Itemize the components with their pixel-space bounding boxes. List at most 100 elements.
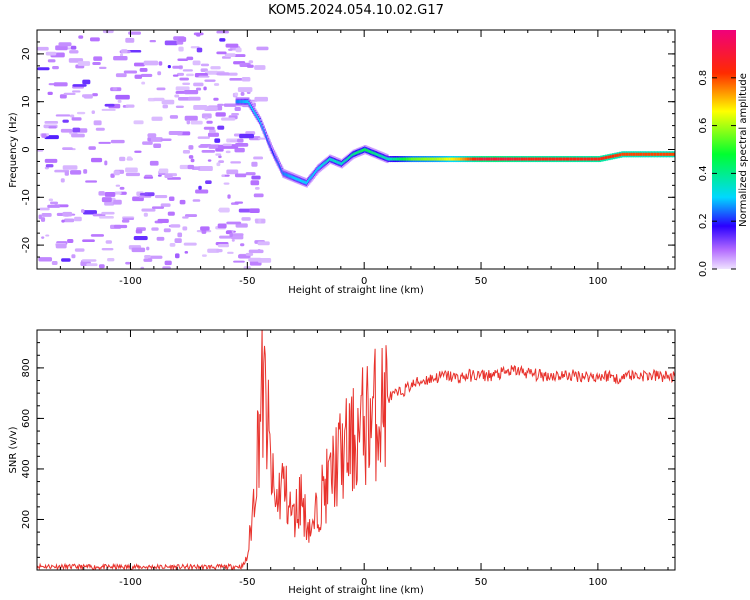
spectrogram-ridge-core bbox=[541, 157, 546, 161]
snr-xtick-label: 100 bbox=[588, 577, 607, 588]
spectrogram-noise-cell bbox=[45, 234, 50, 237]
spectrogram-ridge-core bbox=[623, 152, 627, 156]
spectrogram-noise-cell bbox=[253, 193, 264, 198]
spectrogram-noise-cell bbox=[125, 104, 135, 108]
spectrogram-noise-cell bbox=[41, 133, 47, 138]
spectrogram-ridge-core bbox=[574, 157, 578, 161]
spectrogram-noise-cell bbox=[254, 96, 268, 102]
spectrogram-ridge-core bbox=[450, 157, 454, 161]
spectrogram-ytick-label: 0 bbox=[21, 146, 32, 152]
spectrogram-noise-cell bbox=[157, 71, 162, 76]
spectrogram-xtick-label: 100 bbox=[588, 276, 607, 287]
spectrogram-noise-cell bbox=[234, 107, 241, 112]
spectrogram-ridge-core bbox=[567, 157, 571, 161]
spectrogram-noise-cell bbox=[223, 103, 237, 107]
spectrogram-ridge-core bbox=[268, 142, 271, 146]
spectrogram-xtick-label: 0 bbox=[361, 276, 367, 287]
snr-ytick-label: 600 bbox=[21, 409, 32, 428]
spectrogram-noise-cell bbox=[142, 141, 153, 145]
colorbar-ticks: 0.0 0.2 0.4 0.6 0.8 bbox=[698, 70, 736, 277]
spectrogram-ridge-core bbox=[257, 117, 261, 121]
spectrogram-noise-cell bbox=[198, 75, 210, 78]
spectrogram-ridge-core bbox=[315, 169, 318, 173]
spectrogram-ridge-core bbox=[653, 152, 658, 156]
spectrogram-ridge-core bbox=[569, 157, 574, 161]
spectrogram-noise-cell bbox=[254, 65, 266, 70]
spectrogram-ridge-core bbox=[502, 157, 506, 161]
spectrogram-noise-cell bbox=[98, 264, 105, 269]
spectrogram-noise-cell bbox=[146, 246, 150, 251]
spectrogram-noise-cell bbox=[217, 223, 227, 229]
spectrogram-noise-cell bbox=[175, 253, 180, 259]
spectrogram-ridge-core bbox=[609, 155, 613, 159]
spectrogram-ridge-core bbox=[544, 157, 548, 161]
spectrogram-noise-cell bbox=[147, 133, 157, 139]
spectrogram-ridge-core bbox=[530, 157, 534, 161]
spectrogram-ridge-core bbox=[365, 148, 368, 152]
spectrogram-ridge-core bbox=[298, 178, 301, 182]
snr-y-ticks: 200 400 600 800 bbox=[21, 329, 675, 571]
spectrogram-ridge-core bbox=[635, 152, 639, 156]
spectrogram-noise-cell bbox=[47, 91, 53, 96]
spectrogram-ridge-core bbox=[312, 172, 315, 176]
spectrogram-noise-cell bbox=[156, 236, 165, 241]
spectrogram-noise-cell bbox=[214, 138, 221, 143]
spectrogram-ridge-core bbox=[323, 162, 326, 166]
spectrogram-noise-cell bbox=[78, 35, 84, 39]
spectrogram-ridge-core bbox=[240, 100, 243, 104]
spectrogram-noise-cell bbox=[133, 120, 144, 125]
spectrogram-ridge-core bbox=[659, 152, 664, 156]
spectrogram-noise-cell bbox=[38, 257, 53, 262]
spectrogram-noise-cell bbox=[218, 160, 225, 164]
spectrogram-ridge-core bbox=[576, 157, 581, 161]
spectrogram-noise-cell bbox=[217, 125, 225, 130]
spectrogram-noise-cell bbox=[223, 182, 230, 185]
snr-x-ticks: -100 -50 0 50 100 bbox=[36, 330, 669, 588]
spectrogram-noise-cell bbox=[229, 232, 233, 238]
spectrogram-noise-cell bbox=[182, 82, 191, 86]
spectrogram-noise-cell bbox=[110, 173, 115, 178]
snr-series-layer bbox=[37, 330, 675, 570]
spectrogram-ridge-core bbox=[273, 152, 276, 156]
spectrogram-ridge-core bbox=[429, 157, 433, 161]
spectrogram-ridge-core bbox=[360, 149, 363, 153]
spectrogram-ridge-core bbox=[459, 157, 464, 161]
snr-panel: -100 -50 0 50 100 200 400 600 800 Height of str… bbox=[8, 329, 676, 596]
spectrogram-noise-cell bbox=[115, 73, 127, 78]
spectrogram-noise-cell bbox=[135, 229, 143, 234]
spectrogram-ridge-core bbox=[662, 152, 667, 156]
spectrogram-noise-cell bbox=[91, 110, 95, 115]
spectrogram-noise-cell bbox=[205, 180, 212, 184]
spectrogram-noise-cell bbox=[162, 104, 169, 109]
spectrogram-noise-cell bbox=[183, 242, 197, 246]
spectrogram-ridge-core bbox=[436, 157, 440, 161]
spectrogram-noise-cell bbox=[190, 46, 200, 49]
spectrogram-ridge-core bbox=[253, 109, 256, 113]
spectrogram-ridge-core bbox=[377, 153, 380, 157]
spectrogram-noise-cell bbox=[101, 211, 115, 215]
spectrogram-noise-cell bbox=[167, 211, 175, 216]
spectrogram-ridge-core bbox=[236, 100, 239, 104]
spectrogram-noise-cell bbox=[182, 149, 191, 154]
spectrogram-ridge-core bbox=[266, 136, 269, 140]
spectrogram-ridge-core bbox=[254, 111, 257, 115]
spectrogram-noise-cell bbox=[37, 67, 50, 71]
spectrogram-noise-cell bbox=[51, 261, 58, 265]
spectrogram-ridge-core bbox=[330, 158, 333, 162]
spectrogram-noise-cell bbox=[92, 93, 98, 97]
spectrogram-noise-cell bbox=[133, 62, 145, 67]
spectrogram-ridge-core bbox=[371, 150, 374, 154]
spectrogram-ridge-core bbox=[593, 157, 597, 161]
spectrogram-noise-cell bbox=[231, 113, 239, 116]
spectrogram-noise-cell bbox=[215, 153, 222, 156]
spectrogram-noise-cell bbox=[52, 65, 59, 70]
spectrogram-noise-cell bbox=[257, 241, 270, 246]
spectrogram-noise-cell bbox=[105, 240, 112, 244]
spectrogram-noise-cell bbox=[229, 72, 238, 76]
spectrogram-noise-cell bbox=[45, 51, 57, 56]
spectrogram-noise-cell bbox=[198, 185, 202, 190]
spectrogram-ridge-core bbox=[403, 157, 408, 161]
spectrogram-noise-cell bbox=[176, 72, 185, 76]
spectrogram-ridge-core bbox=[252, 107, 255, 111]
